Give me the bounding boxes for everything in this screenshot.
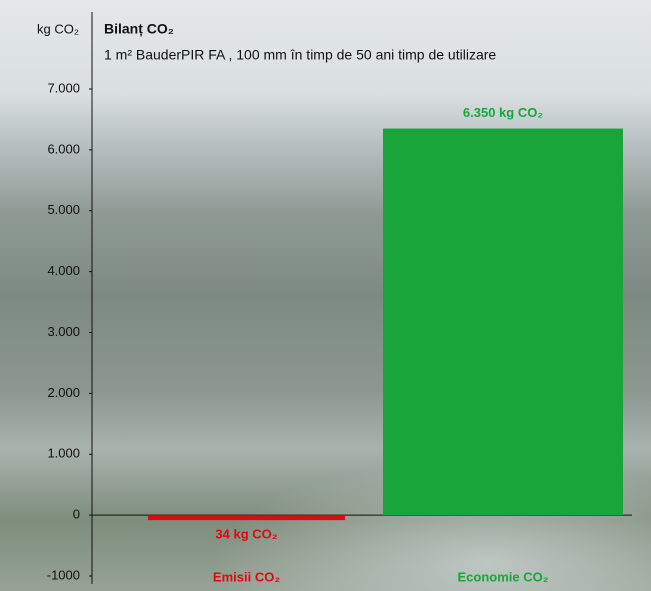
y-tick-label: 6.000	[47, 141, 80, 156]
y-tick-label: 1.000	[47, 446, 80, 461]
bar	[148, 515, 345, 520]
y-tick-label: 7.000	[47, 80, 80, 95]
bar	[383, 129, 623, 516]
chart-subtitle: 1 m² BauderPIR FA , 100 mm în timp de 50…	[104, 47, 496, 63]
chart-area: kg CO₂ Bilanț CO₂ 1 m² BauderPIR FA , 10…	[0, 0, 651, 591]
x-tick-label: Economie CO₂	[457, 569, 548, 584]
y-tick-label: 4.000	[47, 263, 80, 278]
value-label: 6.350 kg CO₂	[463, 105, 543, 120]
y-axis-label: kg CO₂	[37, 21, 79, 36]
y-tick-label: 3.000	[47, 324, 80, 339]
y-tick-label: -1000	[47, 567, 80, 582]
x-tick-label: Emisii CO₂	[213, 569, 280, 584]
y-tick-label: 5.000	[47, 202, 80, 217]
y-tick-label: 2.000	[47, 385, 80, 400]
value-label: 34 kg CO₂	[215, 527, 277, 542]
chart-title: Bilanț CO₂	[104, 21, 174, 37]
chart: kg CO₂ Bilanț CO₂ 1 m² BauderPIR FA , 10…	[0, 0, 651, 591]
y-tick-label: 0	[73, 507, 80, 522]
